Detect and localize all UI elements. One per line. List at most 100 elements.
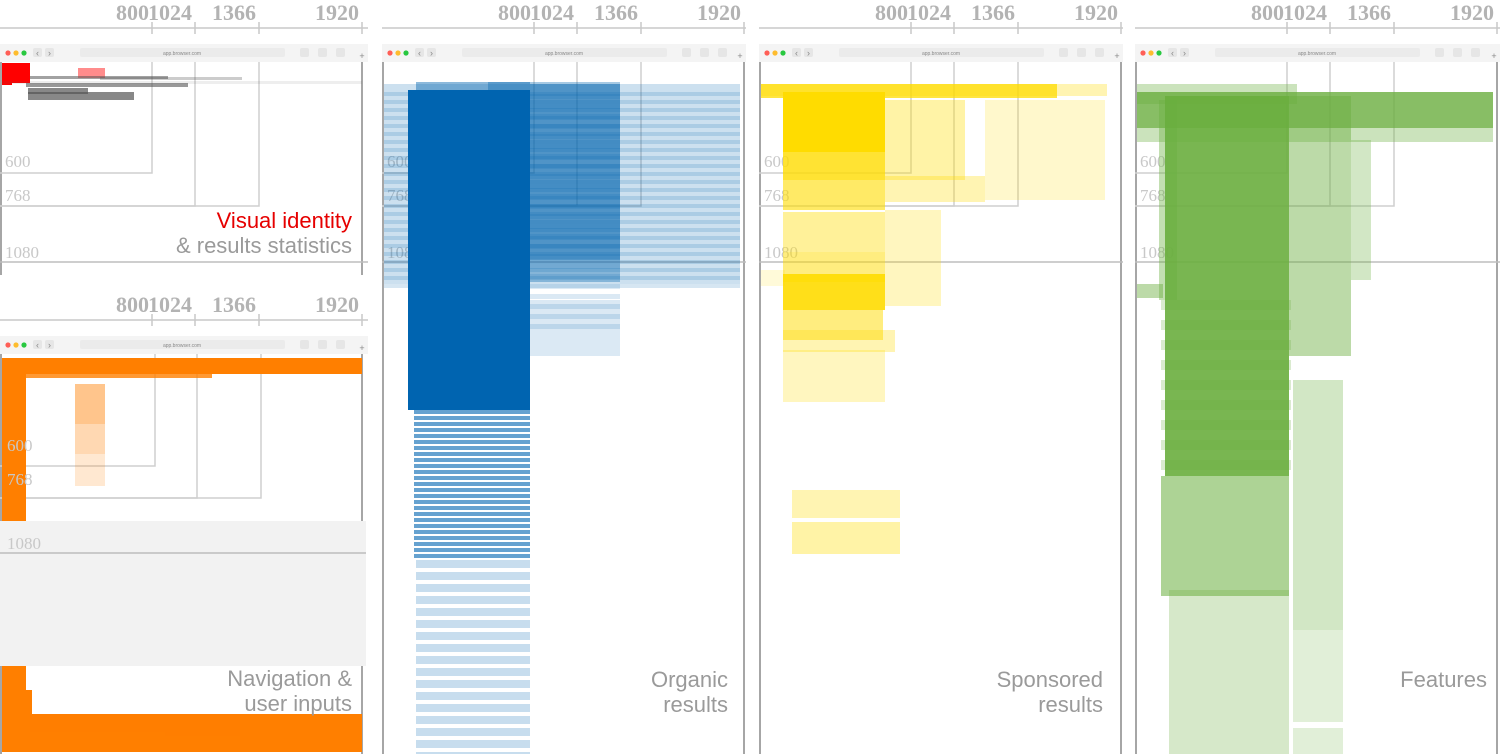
organic-mark-47 <box>530 274 620 279</box>
resolution-guide-0 <box>0 62 153 174</box>
organic-mark-69 <box>414 494 530 498</box>
organic-mark-12 <box>384 156 740 160</box>
width-label-800: 800 <box>875 0 908 25</box>
organic-mark-44 <box>530 244 620 249</box>
forward-button <box>45 48 54 57</box>
height-label-600: 600 <box>7 436 33 455</box>
organic-mark-40 <box>530 204 620 209</box>
panel-navigation: 800 1024 1366 1920 ‹ › app.browser.com +600 768 1… <box>0 292 368 754</box>
features-mark-20 <box>1161 440 1291 450</box>
width-label-1024: 1024 <box>148 0 192 25</box>
share-icon <box>1435 48 1444 57</box>
back-icon: ‹ <box>795 48 798 58</box>
sponsored-mark-8 <box>783 212 885 252</box>
width-label-1920: 1920 <box>1074 0 1118 25</box>
organic-mark-46 <box>530 264 620 269</box>
identity-mark-1 <box>2 63 12 85</box>
sponsored-heatmap: 800 1024 1366 1920‹ › app.browser.com +6007681… <box>759 0 1123 754</box>
sponsored-mark-5 <box>885 100 965 180</box>
share-icon <box>682 48 691 57</box>
height-label-600: 600 <box>387 152 413 171</box>
nav-mark-11 <box>165 714 240 736</box>
panel-label-sponsored: Sponsored results <box>997 667 1103 717</box>
navigation-heatmap: 800 1024 1366 1920 ‹ › app.browser.com +600 768 1… <box>0 292 368 754</box>
new-tab-icon: + <box>359 51 364 61</box>
organic-mark-34 <box>530 144 620 149</box>
width-label-800: 800 <box>1251 0 1284 25</box>
organic-mark-7 <box>384 116 740 120</box>
features-mark-15 <box>1161 340 1291 350</box>
organic-mark-68 <box>414 488 530 492</box>
address-url: app.browser.com <box>163 51 201 57</box>
organic-mark-16 <box>384 188 740 192</box>
stats-mark-3 <box>28 88 88 94</box>
features-mark-11 <box>1293 630 1343 722</box>
organic-mark-82 <box>416 584 530 592</box>
organic-mark-76 <box>414 536 530 540</box>
organic-mark-56 <box>414 416 530 420</box>
address-bar <box>462 48 667 57</box>
nav-mark-9 <box>2 714 362 752</box>
features-mark-18 <box>1161 400 1291 410</box>
height-label-768: 768 <box>7 470 33 489</box>
tabs-icon <box>1077 48 1086 57</box>
address-bar <box>1215 48 1420 57</box>
organic-mark-74 <box>414 524 530 528</box>
organic-mark-23 <box>384 244 740 248</box>
label-organic: Organic <box>650 667 728 692</box>
organic-mark-9 <box>384 132 740 136</box>
organic-mark-85 <box>416 620 530 628</box>
sponsored-mark-4 <box>783 180 885 210</box>
sidebar-icon <box>336 48 345 57</box>
tabs-icon <box>700 48 709 57</box>
address-url: app.browser.com <box>1298 51 1336 57</box>
organic-mark-84 <box>416 608 530 616</box>
organic-mark-20 <box>384 220 740 224</box>
organic-mark-96 <box>416 752 530 754</box>
tabs-icon <box>318 340 327 349</box>
organic-mark-70 <box>414 500 530 504</box>
window-minimize-icon <box>1148 50 1154 56</box>
organic-mark-15 <box>384 180 740 184</box>
features-mark-14 <box>1161 320 1291 330</box>
sidebar-icon <box>718 48 727 57</box>
organic-mark-95 <box>416 740 530 748</box>
height-label-1080: 1080 <box>5 243 39 262</box>
width-label-1024: 1024 <box>1283 0 1327 25</box>
features-mark-13 <box>1161 300 1291 310</box>
back-button <box>792 48 801 57</box>
organic-mark-5 <box>384 100 740 104</box>
organic-mark-36 <box>530 164 620 169</box>
organic-mark-8 <box>384 124 740 128</box>
organic-mark-35 <box>530 154 620 159</box>
panel-sponsored-results: 800 1024 1366 1920 ‹ › app.browser.com +600 768 1… <box>755 0 1123 754</box>
organic-mark-75 <box>414 530 530 534</box>
organic-mark-48 <box>530 284 620 289</box>
organic-mark-71 <box>414 506 530 510</box>
label-sponsored-results: results <box>1038 692 1103 717</box>
address-url: app.browser.com <box>163 343 201 349</box>
organic-mark-83 <box>416 596 530 604</box>
window-close-icon <box>764 50 770 56</box>
sidebar-icon <box>1095 48 1104 57</box>
sponsored-mark-7 <box>885 176 985 202</box>
organic-mark-28 <box>384 284 740 288</box>
panel-label-organic: Organic results <box>651 667 728 717</box>
new-tab-icon: + <box>737 51 742 61</box>
height-label-768: 768 <box>387 186 413 205</box>
sponsored-mark-12 <box>885 210 941 306</box>
organic-mark-3 <box>530 84 620 260</box>
organic-mark-91 <box>416 692 530 700</box>
back-button <box>33 48 42 57</box>
sponsored-mark-2 <box>783 92 885 152</box>
window-maximize-icon <box>1156 50 1162 56</box>
organic-mark-53 <box>530 300 620 356</box>
organic-mark-72 <box>414 512 530 516</box>
forward-button <box>427 48 436 57</box>
back-icon: ‹ <box>36 340 39 350</box>
panel-organic-results: 800 1024 1366 1920 ‹ › app.browser.com +600 768 1… <box>378 0 746 754</box>
address-bar <box>80 340 285 349</box>
organic-mark-39 <box>530 194 620 199</box>
organic-mark-80 <box>416 560 530 568</box>
below-fold-overlay <box>0 521 366 666</box>
